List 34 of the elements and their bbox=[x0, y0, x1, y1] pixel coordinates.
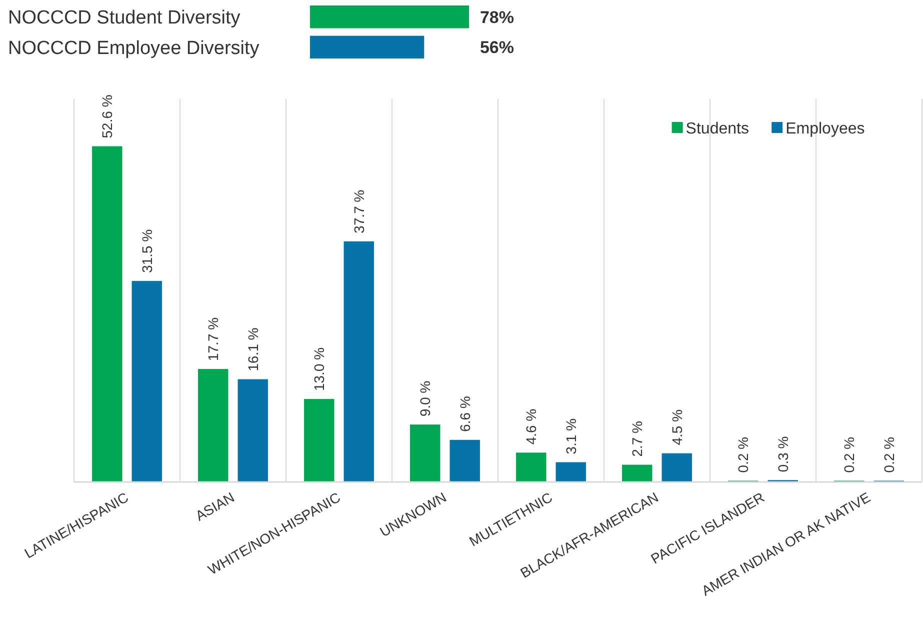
bar bbox=[198, 369, 228, 482]
category-label: NOCCCD Employee Diversity bbox=[8, 38, 260, 59]
data-label: 31.5 % bbox=[138, 229, 155, 273]
bar bbox=[622, 464, 652, 482]
data-label: 78% bbox=[480, 8, 514, 27]
data-label: 2.7 % bbox=[629, 420, 646, 457]
bar bbox=[516, 452, 546, 482]
bar bbox=[92, 146, 122, 482]
data-label: 4.5 % bbox=[668, 409, 685, 446]
data-label: 0.2 % bbox=[841, 436, 858, 473]
data-label: 4.6 % bbox=[523, 408, 540, 445]
legend-label: Students bbox=[686, 120, 749, 138]
data-label: 9.0 % bbox=[417, 380, 434, 417]
data-label: 3.1 % bbox=[562, 418, 579, 454]
bar bbox=[410, 424, 440, 482]
category-label: NOCCCD Student Diversity bbox=[8, 8, 240, 29]
data-label: 16.1 % bbox=[244, 328, 261, 372]
bar bbox=[344, 241, 374, 482]
data-label: 52.6 % bbox=[99, 94, 116, 138]
data-label: 0.2 % bbox=[880, 436, 897, 473]
data-label: 0.3 % bbox=[774, 436, 791, 472]
data-label: 0.2 % bbox=[735, 436, 752, 473]
bar bbox=[556, 462, 586, 482]
bar bbox=[304, 399, 334, 482]
bar bbox=[450, 440, 480, 482]
data-label: 56% bbox=[480, 38, 514, 58]
data-label: 6.6 % bbox=[456, 396, 473, 432]
data-label: 17.7 % bbox=[205, 317, 222, 362]
data-label: 13.0 % bbox=[311, 347, 328, 392]
bar bbox=[662, 453, 692, 482]
legend-label: Employees bbox=[786, 120, 865, 138]
data-label: 37.7 % bbox=[350, 190, 367, 234]
bar bbox=[238, 379, 268, 482]
bar bbox=[132, 280, 162, 482]
